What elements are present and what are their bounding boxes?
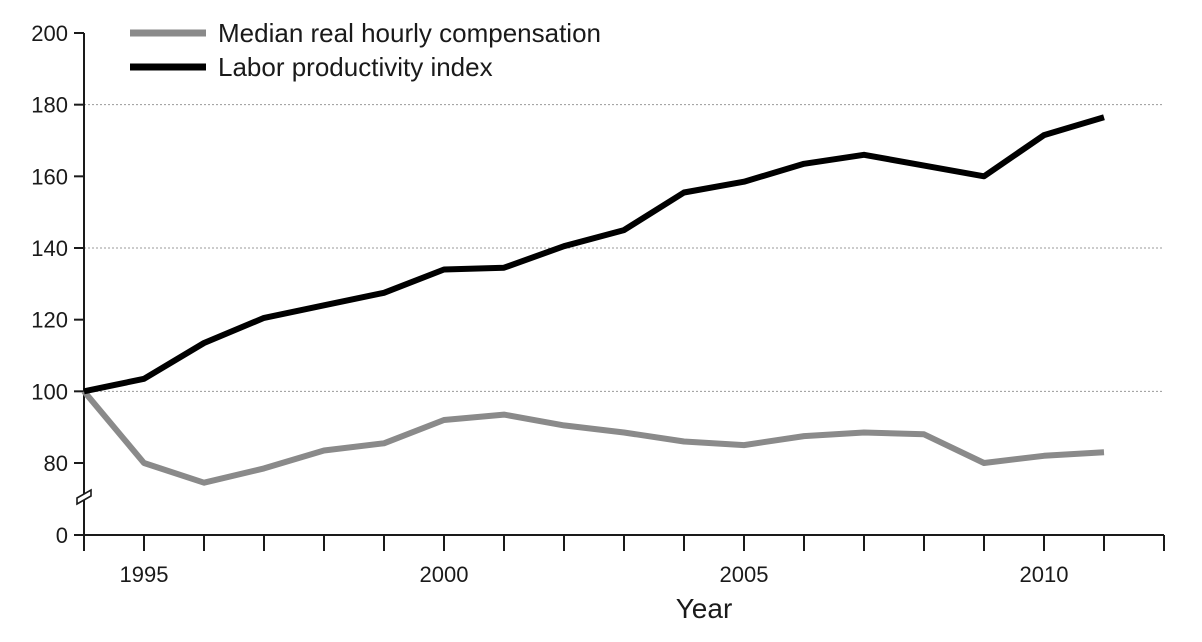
y-tick-label-100: 100	[31, 379, 68, 404]
gridlines	[84, 104, 1164, 392]
x-tick-label-2005: 2005	[720, 562, 769, 587]
y-tick-label-120: 120	[31, 308, 68, 333]
x-axis-ticks: 1995 2000 2005 2010	[83, 535, 1165, 587]
y-axis-ticks: 0 80 100 120 140 160 180 200	[31, 21, 84, 548]
y-tick-label-160: 160	[31, 164, 68, 189]
series-line-labor-productivity	[83, 114, 1105, 395]
x-tick-label-1995: 1995	[120, 562, 169, 587]
legend: Median real hourly compensation Labor pro…	[130, 18, 601, 82]
legend-label-0: Median real hourly compensation	[218, 18, 601, 48]
y-axis-break-mark	[76, 488, 92, 506]
y-tick-label-80: 80	[44, 451, 68, 476]
y-tick-label-200: 200	[31, 21, 68, 46]
series-lines	[81, 114, 1105, 486]
y-tick-label-0: 0	[56, 523, 68, 548]
y-tick-label-180: 180	[31, 93, 68, 118]
legend-label-1: Labor productivity index	[218, 52, 493, 82]
x-axis-title: Year	[676, 593, 733, 624]
x-tick-label-2010: 2010	[1020, 562, 1069, 587]
series-line-median-compensation	[81, 389, 1105, 486]
x-tick-label-2000: 2000	[420, 562, 469, 587]
y-tick-label-140: 140	[31, 236, 68, 261]
